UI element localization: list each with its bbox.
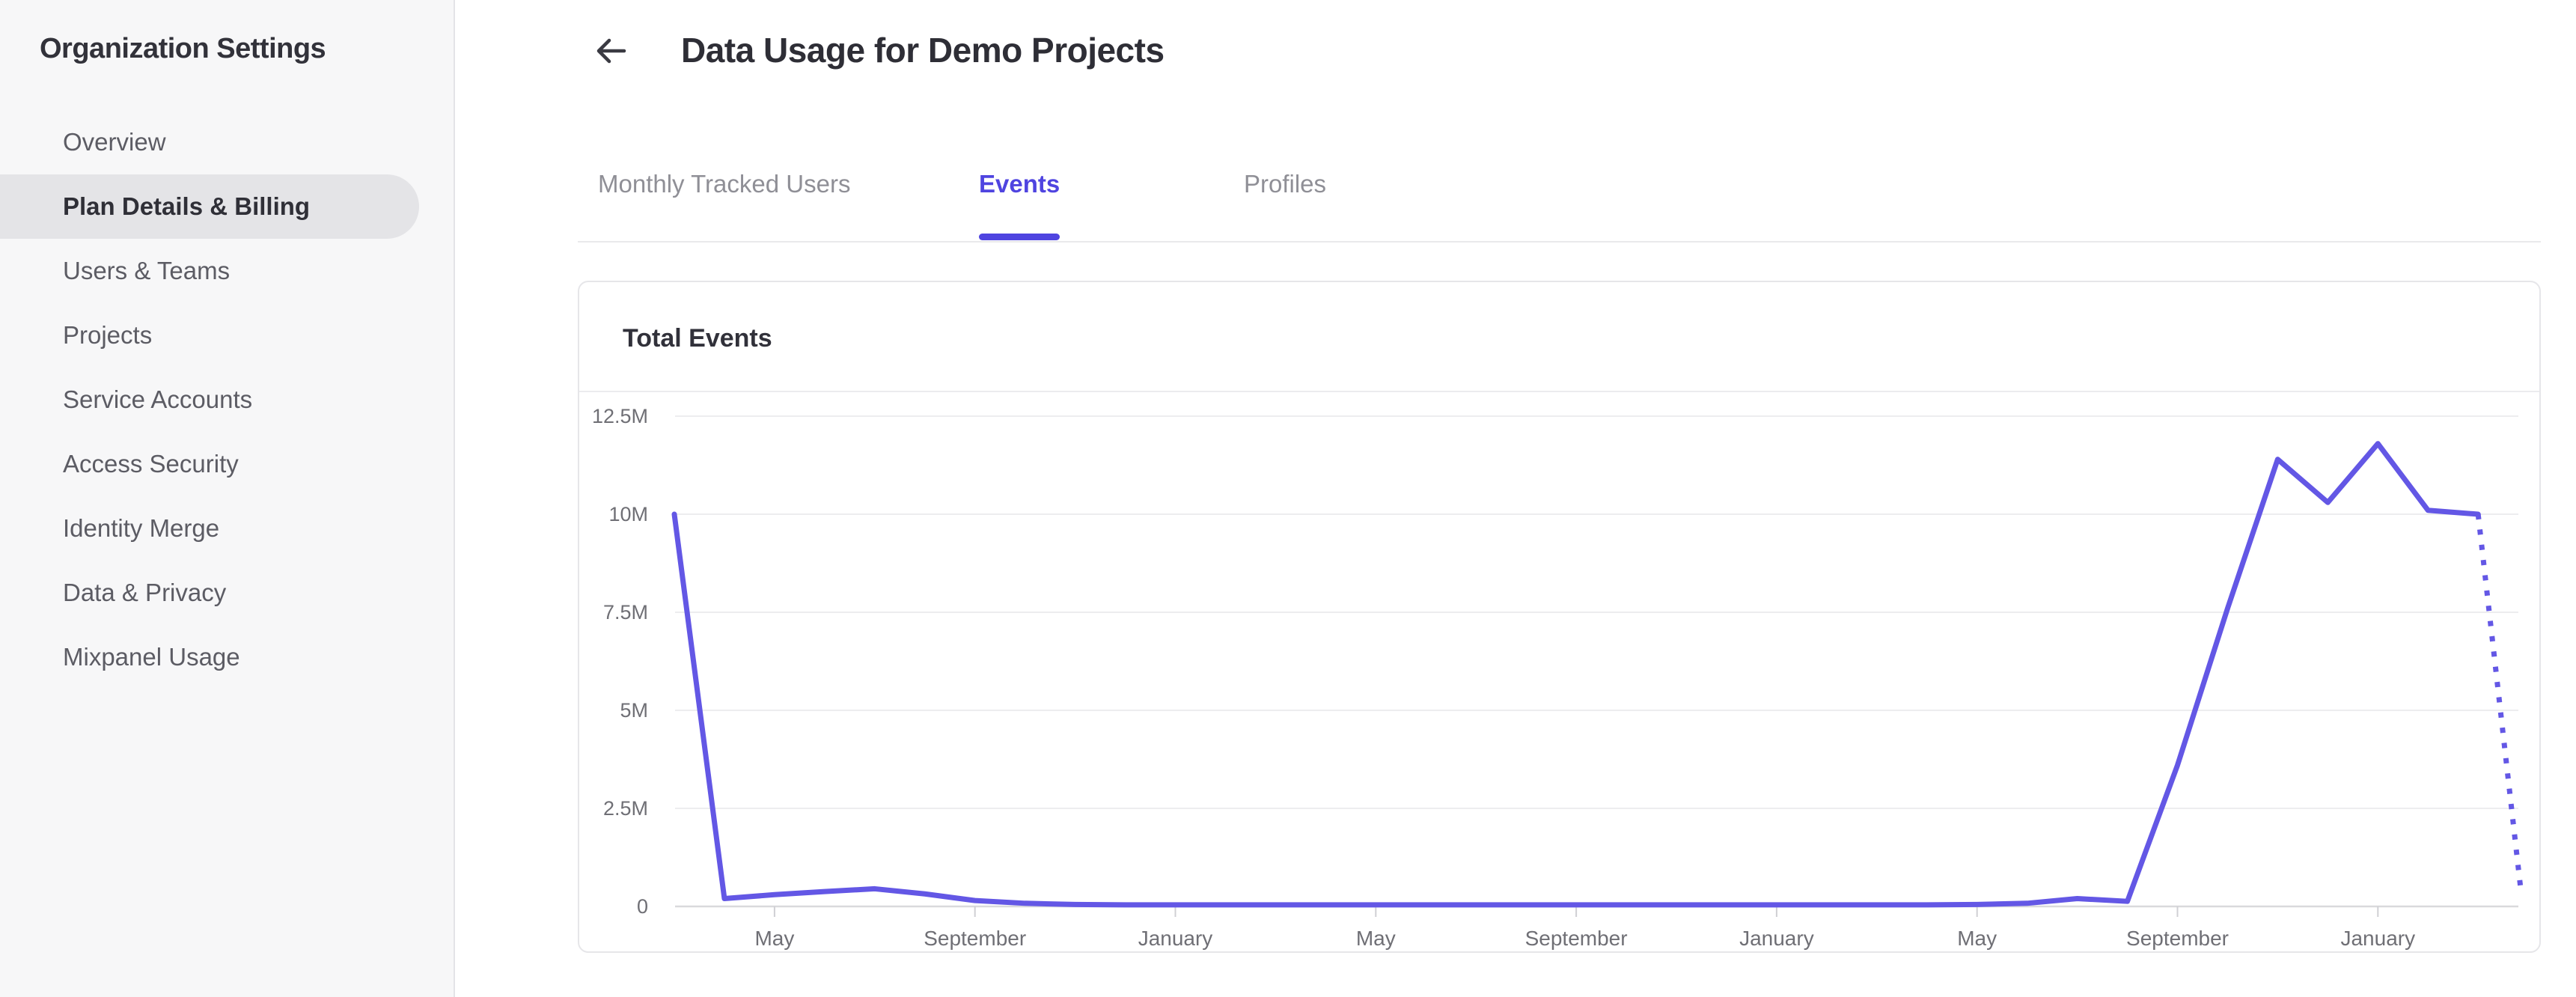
x-axis-label: May (1356, 927, 1396, 950)
y-axis-label: 12.5M (592, 405, 648, 427)
tab-label: Monthly Tracked Users (598, 170, 851, 198)
sidebar-item-service-accounts[interactable]: Service Accounts (63, 385, 253, 413)
sidebar-item-identity-merge[interactable]: Identity Merge (63, 514, 220, 542)
tab-profiles[interactable]: Profiles (1244, 170, 1326, 245)
x-axis-label: September (2126, 927, 2229, 950)
sidebar-item-access-security[interactable]: Access Security (63, 450, 239, 478)
total-events-card: Total Events 0 2.5M 5M 7.5M 10M 12.5M May Septe… (578, 281, 2541, 953)
projected-events-dotted-line (2475, 513, 2524, 889)
events-line-chart: 0 2.5M 5M 7.5M 10M 12.5M May September January Ma… (579, 394, 2539, 953)
sidebar-item-users-teams[interactable]: Users & Teams (63, 257, 231, 284)
organization-settings-sidebar: Organization Settings Overview Plan Detai… (0, 0, 455, 997)
y-axis-label: 0 (637, 895, 648, 918)
active-tab-indicator (979, 234, 1060, 240)
tab-label: Profiles (1244, 170, 1327, 198)
tab-label: Events (979, 170, 1060, 198)
tab-monthly-tracked-users[interactable]: Monthly Tracked Users (598, 170, 850, 245)
y-axis-label: 2.5M (603, 797, 648, 820)
left-arrow-icon (591, 38, 632, 74)
total-events-line (671, 441, 2481, 908)
page-title: Data Usage for Demo Projects (681, 31, 1165, 70)
main-content: Data Usage for Demo Projects Monthly Tra… (455, 0, 2576, 997)
sidebar-item-plan-details-billing[interactable]: Plan Details & Billing (0, 174, 419, 239)
x-axis-label: May (754, 927, 794, 950)
sidebar-nav: Overview Plan Details & Billing Users & Te… (0, 110, 454, 689)
x-axis-label: September (1525, 927, 1628, 950)
tab-bar: Monthly Tracked Users Events Profiles (578, 150, 2541, 243)
x-axis-label: September (924, 927, 1026, 950)
back-button[interactable] (591, 31, 632, 71)
sidebar-item-projects[interactable]: Projects (63, 321, 153, 349)
y-axis-label: 7.5M (603, 601, 648, 623)
x-axis-label: January (2340, 927, 2415, 950)
sidebar-title: Organization Settings (40, 33, 326, 64)
sidebar-item-mixpanel-usage[interactable]: Mixpanel Usage (63, 643, 240, 671)
tab-events[interactable]: Events (979, 170, 1060, 245)
sidebar-item-overview[interactable]: Overview (63, 128, 166, 156)
sidebar-item-data-privacy[interactable]: Data & Privacy (63, 579, 227, 606)
chart-title: Total Events (623, 324, 772, 353)
card-header: Total Events (579, 282, 2539, 392)
x-axis-label: January (1739, 927, 1814, 950)
x-axis-label: May (1957, 927, 1997, 950)
y-axis-label: 5M (620, 699, 648, 722)
x-axis-label: January (1138, 927, 1213, 950)
y-axis-label: 10M (608, 503, 648, 525)
